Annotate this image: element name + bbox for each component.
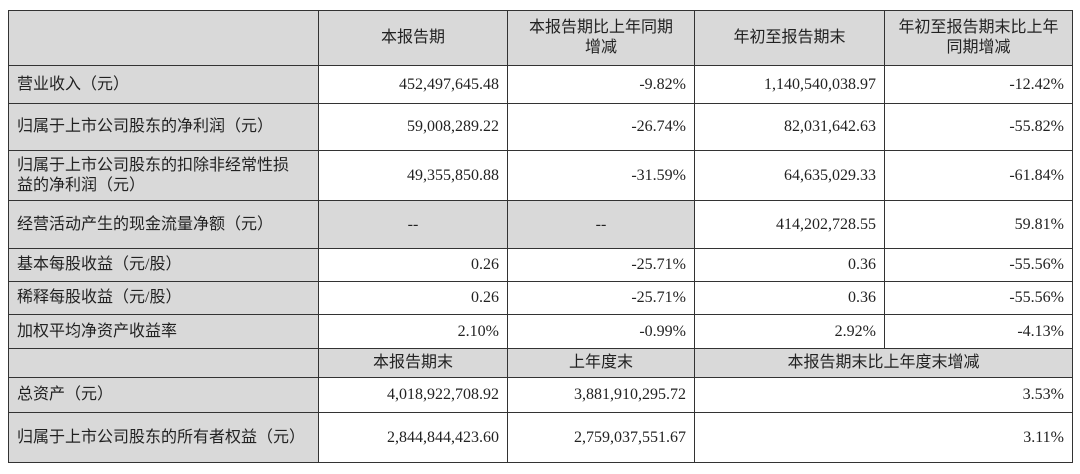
- cell: 0.26: [318, 281, 508, 315]
- cell: -31.59%: [507, 150, 695, 201]
- header-cell: 上年度末: [507, 348, 695, 378]
- header-cell: 本报告期比上年同期增减: [507, 10, 695, 66]
- cell: 4,018,922,708.92: [318, 377, 508, 413]
- cell: --: [507, 200, 695, 249]
- cell: 59.81%: [884, 200, 1073, 249]
- table-row: 基本每股收益（元/股） 0.26 -25.71% 0.36 -55.56%: [8, 248, 1073, 282]
- header-cell: [8, 348, 319, 378]
- cell: -0.99%: [507, 314, 695, 349]
- cell: 3.53%: [694, 377, 1073, 413]
- cell: 82,031,642.63: [694, 103, 885, 151]
- row-label: 总资产（元）: [8, 377, 319, 413]
- cell: 2.92%: [694, 314, 885, 349]
- subheader-row: 本报告期末 上年度末 本报告期末比上年度末增减: [8, 348, 1073, 378]
- table-row: 总资产（元） 4,018,922,708.92 3,881,910,295.72…: [8, 377, 1073, 413]
- cell: -4.13%: [884, 314, 1073, 349]
- row-label: 稀释每股收益（元/股）: [8, 281, 319, 315]
- cell: -9.82%: [507, 65, 695, 104]
- cell: -55.56%: [884, 281, 1073, 315]
- cell: 3.11%: [694, 412, 1073, 463]
- cell: 2.10%: [318, 314, 508, 349]
- cell: 0.26: [318, 248, 508, 282]
- row-label: 归属于上市公司股东的扣除非经常性损益的净利润（元）: [8, 150, 319, 201]
- cell: 64,635,029.33: [694, 150, 885, 201]
- financial-data-table: 本报告期 本报告期比上年同期增减 年初至报告期末 年初至报告期末比上年同期增减 …: [8, 10, 1073, 463]
- row-label: 营业收入（元）: [8, 65, 319, 104]
- table-row: 归属于上市公司股东的净利润（元） 59,008,289.22 -26.74% 8…: [8, 103, 1073, 151]
- cell: 59,008,289.22: [318, 103, 508, 151]
- table-row: 加权平均净资产收益率 2.10% -0.99% 2.92% -4.13%: [8, 314, 1073, 349]
- cell: 1,140,540,038.97: [694, 65, 885, 104]
- cell: -61.84%: [884, 150, 1073, 201]
- cell: -26.74%: [507, 103, 695, 151]
- row-label: 经营活动产生的现金流量净额（元）: [8, 200, 319, 249]
- cell: -55.56%: [884, 248, 1073, 282]
- cell: 3,881,910,295.72: [507, 377, 695, 413]
- row-label: 基本每股收益（元/股）: [8, 248, 319, 282]
- header-row: 本报告期 本报告期比上年同期增减 年初至报告期末 年初至报告期末比上年同期增减: [8, 10, 1073, 66]
- cell: 414,202,728.55: [694, 200, 885, 249]
- header-cell: 本报告期末: [318, 348, 508, 378]
- cell: 452,497,645.48: [318, 65, 508, 104]
- cell: -55.82%: [884, 103, 1073, 151]
- row-label: 归属于上市公司股东的净利润（元）: [8, 103, 319, 151]
- row-label: 归属于上市公司股东的所有者权益（元）: [8, 412, 319, 463]
- table-row: 归属于上市公司股东的所有者权益（元） 2,844,844,423.60 2,75…: [8, 412, 1073, 463]
- cell: 0.36: [694, 281, 885, 315]
- header-cell: 年初至报告期末比上年同期增减: [884, 10, 1073, 66]
- table-row: 归属于上市公司股东的扣除非经常性损益的净利润（元） 49,355,850.88 …: [8, 150, 1073, 201]
- table-row: 营业收入（元） 452,497,645.48 -9.82% 1,140,540,…: [8, 65, 1073, 104]
- cell: 2,844,844,423.60: [318, 412, 508, 463]
- cell: -12.42%: [884, 65, 1073, 104]
- cell: -25.71%: [507, 281, 695, 315]
- header-cell: 年初至报告期末: [694, 10, 885, 66]
- cell: 49,355,850.88: [318, 150, 508, 201]
- header-cell: [8, 10, 319, 66]
- cell: -25.71%: [507, 248, 695, 282]
- row-label: 加权平均净资产收益率: [8, 314, 319, 349]
- cell: 0.36: [694, 248, 885, 282]
- header-cell: 本报告期: [318, 10, 508, 66]
- table-row: 稀释每股收益（元/股） 0.26 -25.71% 0.36 -55.56%: [8, 281, 1073, 315]
- header-cell: 本报告期末比上年度末增减: [694, 348, 1073, 378]
- header-text: 本报告期比上年同期增减: [528, 19, 673, 56]
- cell: --: [318, 200, 508, 249]
- cell: 2,759,037,551.67: [507, 412, 695, 463]
- table-row: 经营活动产生的现金流量净额（元） -- -- 414,202,728.55 59…: [8, 200, 1073, 249]
- header-text: 年初至报告期末比上年同期增减: [898, 19, 1059, 56]
